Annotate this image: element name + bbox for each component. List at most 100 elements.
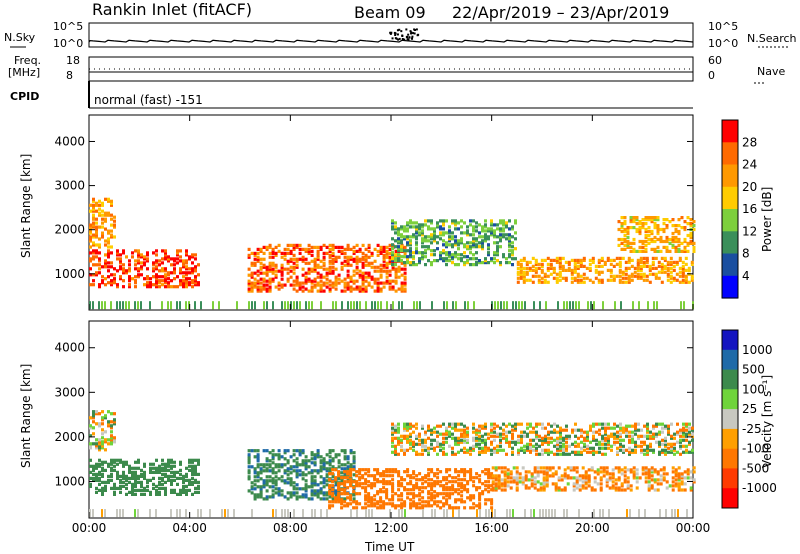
echo-cell: [602, 468, 606, 472]
echo-cell: [635, 216, 639, 220]
echo-cell: [328, 463, 332, 467]
echo-cell: [566, 466, 570, 470]
echo-cell: [534, 270, 538, 274]
echo-cell: [343, 490, 347, 494]
echo-cell: [545, 478, 549, 482]
echo-cell: [650, 239, 654, 244]
echo-cell: [337, 477, 341, 481]
echo-cell: [331, 468, 335, 472]
echo-cell: [478, 478, 482, 482]
echo-cell: [379, 269, 383, 273]
echo-cell: [575, 466, 579, 470]
echo-cell: [643, 452, 646, 456]
colorbar-tick-label: 25: [742, 402, 757, 416]
echo-cell: [286, 459, 290, 463]
echo-cell: [666, 262, 670, 266]
echo-cell: [334, 267, 338, 271]
echo-cell: [451, 426, 454, 430]
echo-cell: [469, 219, 472, 223]
echo-cell: [463, 500, 467, 504]
echo-cell: [674, 239, 678, 244]
echo-cell: [164, 468, 167, 472]
echo-cell: [301, 449, 305, 453]
echo-cell: [478, 436, 481, 440]
echo-cell: [388, 468, 392, 472]
echo-cell: [182, 484, 185, 488]
echo-cell: [675, 278, 679, 282]
echo-cell: [101, 436, 104, 440]
echo-cell: [637, 434, 640, 438]
echo-cell: [418, 432, 421, 436]
echo-cell: [253, 479, 257, 483]
echo-cell: [550, 424, 553, 428]
echo-cell: [322, 255, 326, 259]
echo-cell: [292, 453, 296, 457]
echo-cell: [170, 474, 173, 478]
echo-cell: [247, 455, 251, 459]
echo-cell: [400, 438, 403, 442]
echo-cell: [689, 241, 693, 245]
echo-cell: [496, 259, 499, 263]
echo-cell: [191, 285, 194, 289]
echo-cell: [128, 275, 131, 279]
echo-cell: [680, 241, 684, 245]
echo-cell: [259, 285, 263, 289]
echo-cell: [197, 484, 200, 488]
echo-cell: [457, 221, 460, 225]
echo-cell: [280, 255, 284, 259]
echo-cell: [322, 251, 326, 255]
echo-cell: [191, 261, 194, 265]
echo-cell: [448, 492, 452, 496]
echo-cell: [641, 222, 645, 226]
echo-cell: [472, 263, 475, 267]
echo-cell: [591, 258, 595, 262]
echo-cell: [664, 440, 667, 444]
echo-cell: [592, 438, 595, 442]
echo-cell: [670, 442, 673, 446]
echo-cell: [622, 444, 625, 448]
echo-cell: [412, 442, 415, 446]
echo-cell: [656, 488, 660, 492]
echo-cell: [304, 463, 308, 467]
echo-cell: [650, 229, 654, 234]
echo-cell: [388, 482, 392, 486]
echo-cell: [310, 479, 314, 483]
echo-cell: [313, 493, 317, 497]
echo-cell: [265, 495, 269, 499]
echo-cell: [686, 241, 690, 245]
echo-cell: [128, 476, 131, 480]
echo-cell: [433, 233, 436, 237]
echo-cell: [182, 259, 185, 263]
echo-cell: [149, 492, 152, 496]
echo-cell: [409, 422, 412, 426]
echo-cell: [433, 239, 436, 243]
echo-cell: [262, 287, 266, 291]
echo-cell: [469, 233, 472, 237]
echo-cell: [283, 481, 287, 485]
echo-cell: [334, 468, 338, 472]
echo-cell: [626, 229, 630, 234]
echo-cell: [152, 482, 155, 486]
echo-cell: [295, 289, 299, 293]
echo-cell: [457, 243, 460, 247]
echo-cell: [337, 245, 341, 249]
echo-cell: [397, 247, 400, 251]
echo-cell: [649, 444, 652, 448]
echo-cell: [685, 438, 688, 442]
echo-cell: [107, 464, 110, 468]
echo-cell: [436, 430, 439, 434]
echo-cell: [397, 426, 400, 430]
echo-cell: [409, 488, 413, 492]
echo-cell: [519, 264, 523, 268]
echo-cell: [271, 469, 275, 473]
echo-cell: [304, 247, 308, 251]
echo-cell: [313, 457, 317, 461]
colorbar-tick-label: 24: [742, 158, 757, 172]
echo-cell: [466, 480, 470, 484]
echo-cell: [595, 438, 598, 442]
echo-cell: [406, 249, 409, 253]
echo-cell: [385, 490, 389, 494]
echo-cell: [95, 490, 98, 494]
echo-cell: [352, 281, 356, 285]
echo-cell: [155, 267, 158, 271]
